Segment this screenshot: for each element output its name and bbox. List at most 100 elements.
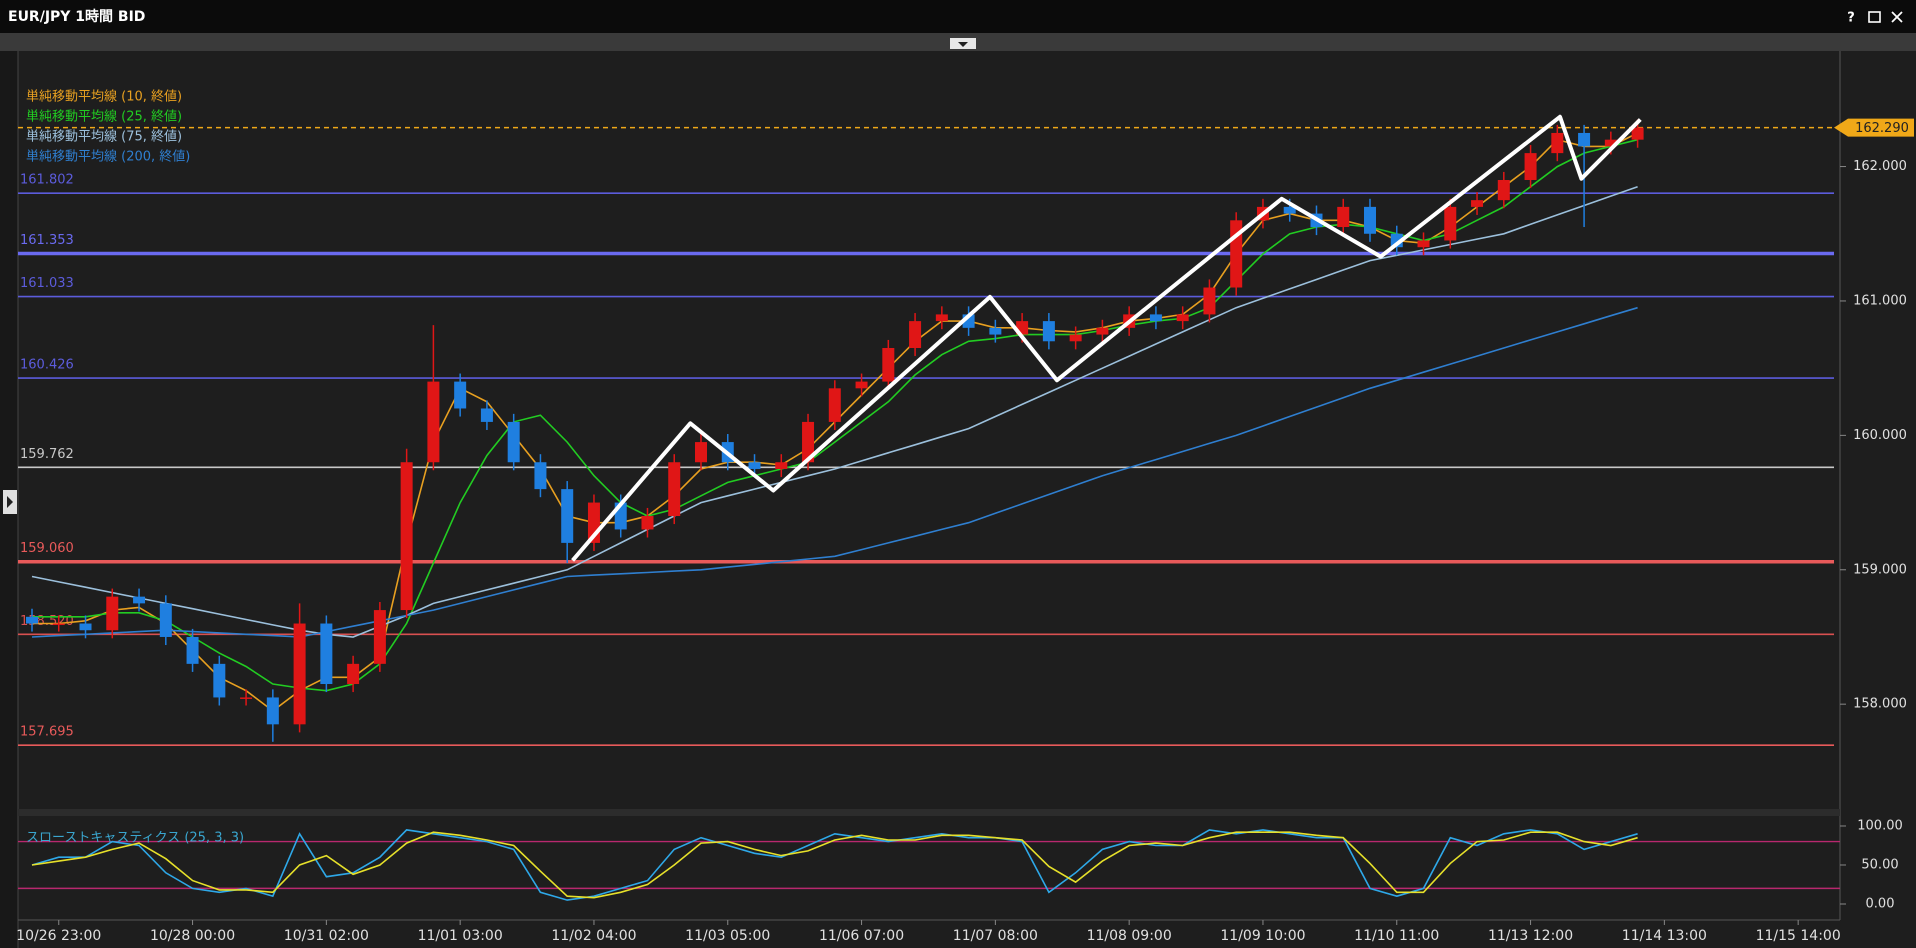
y-tick-label: 160.000 [1853,428,1907,443]
candle [507,413,520,471]
candle [1364,198,1376,242]
candle [133,588,146,612]
title-bar [0,0,1916,33]
candle-body [1096,327,1109,335]
candle-body [802,421,815,463]
x-tick-label: 11/15 14:00 [1756,928,1841,944]
candle-body [641,516,654,530]
candle-body [240,697,253,699]
level-label: 161.353 [20,233,74,248]
x-tick-label: 11/09 10:00 [1220,928,1305,944]
candle [1149,306,1162,330]
x-tick-label: 11/10 11:00 [1354,928,1439,944]
y-tick-label: 158.000 [1853,697,1907,712]
candle-body [935,314,948,322]
candle-body [159,603,172,637]
candle [1497,171,1510,209]
toggle-arrow [7,496,13,508]
candle [480,400,493,430]
candle [26,608,38,632]
x-tick-label: 11/13 12:00 [1488,928,1573,944]
candle-body [882,347,895,382]
candle [1230,212,1243,296]
legend-entry: 単純移動平均線 (200, 終値) [26,149,190,165]
candle-body [1631,127,1644,140]
x-tick-label: 11/06 07:00 [819,928,904,944]
candle [668,454,681,525]
candle-body [695,442,707,463]
candle-body [1417,240,1430,248]
candle [1176,306,1189,330]
candle [266,689,279,742]
candle-body [1042,321,1055,342]
current-price-tag [1834,118,1914,137]
candle [320,615,333,693]
x-tick-label: 10/31 02:00 [284,928,369,944]
stochastic-line [31,831,1638,899]
x-tick-label: 11/03 05:00 [685,928,770,944]
candle-body [534,462,547,490]
candle-body [1444,206,1457,241]
candle-body [266,697,279,725]
x-tick-label: 10/28 00:00 [150,928,235,944]
x-tick-label: 11/01 03:00 [418,928,503,944]
candle [400,448,413,619]
stochastic-line [31,829,1638,901]
candle-body [855,381,868,389]
candle-body [52,623,65,626]
candle-body [1283,206,1296,214]
current-price-label: 162.290 [1855,121,1909,136]
candle-body [1149,314,1162,322]
candle [213,655,226,706]
close-button[interactable] [1891,11,1903,23]
candle-body [507,421,520,463]
y-tick-label: 162.000 [1853,159,1907,174]
candle [427,325,440,471]
y-tick-label: 161.000 [1853,293,1907,308]
candle-body [909,321,922,348]
close-icon [1891,11,1903,23]
candle-body [400,462,413,611]
candle-body [1471,200,1484,207]
candle-body [1578,132,1591,147]
candle [293,603,306,733]
legend-entry: 単純移動平均線 (25, 終値) [26,109,182,125]
candle-body [320,623,333,685]
candle-body [561,489,574,543]
candle [52,615,65,632]
candle-body [373,610,386,664]
candle [909,313,922,357]
candle [1444,198,1457,249]
candle-body [1337,206,1350,228]
maximize-button[interactable] [1868,11,1881,23]
candle-body [1604,139,1617,147]
x-tick-label: 11/08 09:00 [1087,928,1172,944]
candle [855,373,868,397]
candle [1551,124,1564,162]
candle [159,595,172,646]
level-label: 161.033 [20,276,74,291]
candle [1337,198,1350,236]
candle [373,602,386,672]
x-tick-label: 10/26 23:00 [16,928,101,944]
candle-body [775,462,788,469]
candle-body [989,327,1002,335]
candle-body [1364,206,1376,234]
candle-body [748,462,761,469]
candle [186,628,199,672]
x-tick-label: 11/14 13:00 [1622,928,1707,944]
candle-body [186,636,199,664]
toggle-arrow [958,42,968,47]
candle [1471,192,1484,215]
candle-body [347,663,360,685]
level-label: 159.060 [20,541,74,556]
candle-body [106,596,119,631]
window-title: EUR/JPY 1時間 BID [8,8,145,25]
indicator-title: スローストキャスティクス (25, 3, 3) [26,831,244,846]
x-tick-label: 11/02 04:00 [551,928,636,944]
candle-body [480,408,493,422]
help-button[interactable]: ? [1847,11,1855,26]
candle-body [1497,179,1510,201]
candle-body [668,462,681,517]
